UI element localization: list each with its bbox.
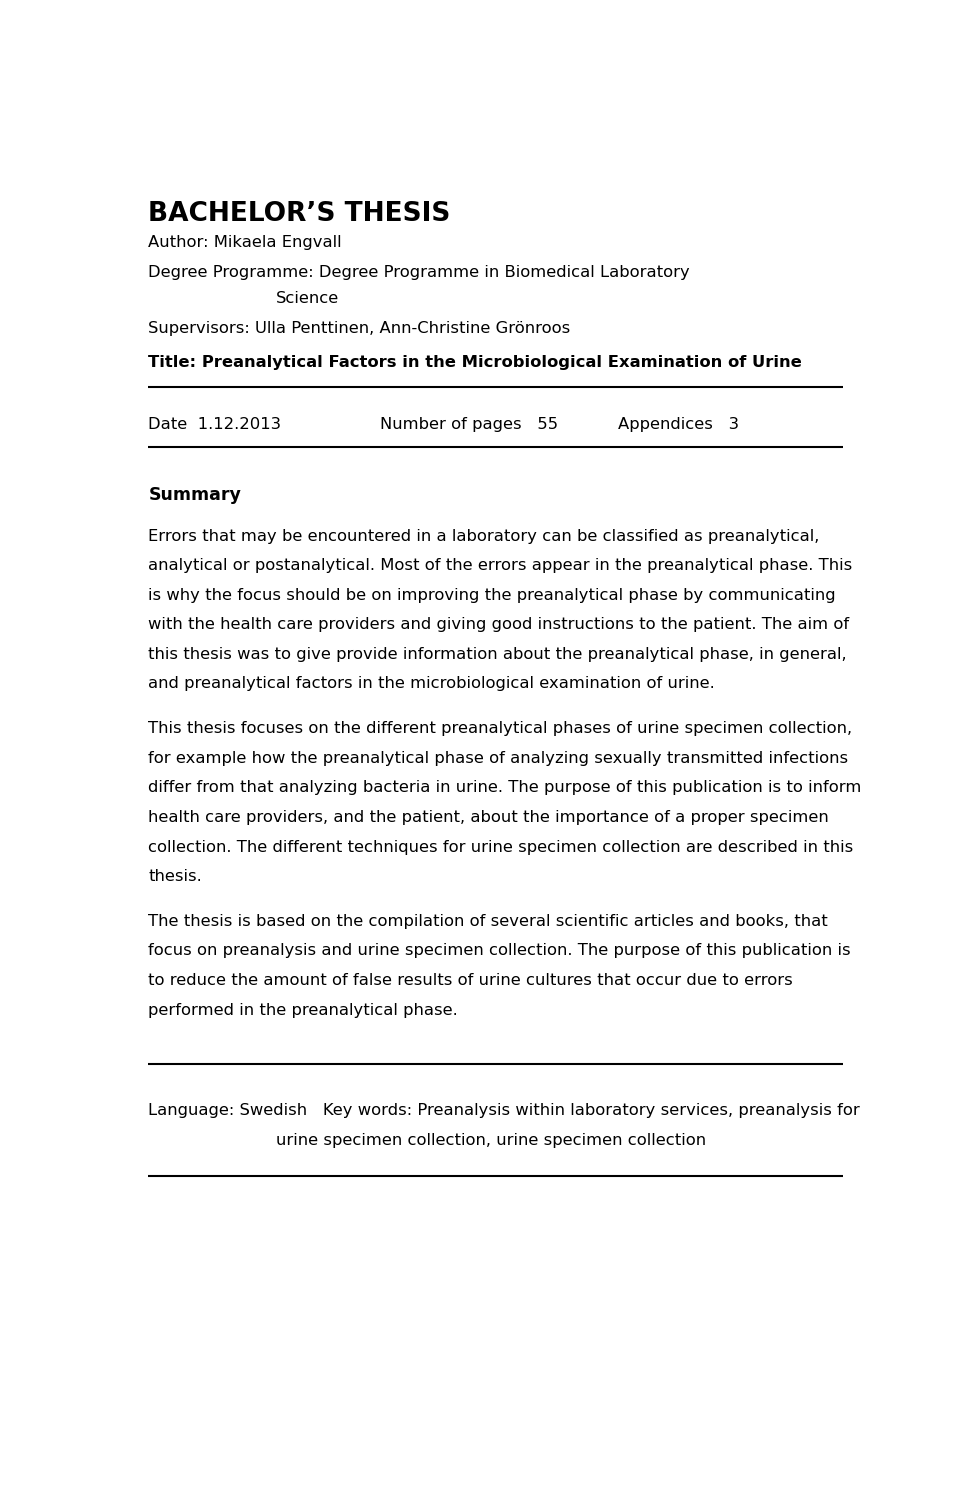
Text: Date  1.12.2013: Date 1.12.2013: [148, 418, 281, 433]
Text: BACHELOR’S THESIS: BACHELOR’S THESIS: [148, 201, 450, 227]
Text: Language: Swedish   Key words: Preanalysis within laboratory services, preanalys: Language: Swedish Key words: Preanalysis…: [148, 1103, 860, 1118]
Text: analytical or postanalytical. Most of the errors appear in the preanalytical pha: analytical or postanalytical. Most of th…: [148, 558, 852, 573]
Text: differ from that analyzing bacteria in urine. The purpose of this publication is: differ from that analyzing bacteria in u…: [148, 780, 862, 795]
Text: this thesis was to give provide information about the preanalytical phase, in ge: this thesis was to give provide informat…: [148, 646, 847, 661]
Text: and preanalytical factors in the microbiological examination of urine.: and preanalytical factors in the microbi…: [148, 676, 715, 691]
Text: Author: Mikaela Engvall: Author: Mikaela Engvall: [148, 236, 342, 251]
Text: for example how the preanalytical phase of analyzing sexually transmitted infect: for example how the preanalytical phase …: [148, 752, 849, 767]
Text: thesis.: thesis.: [148, 869, 202, 884]
Text: Degree Programme: Degree Programme in Biomedical Laboratory: Degree Programme: Degree Programme in Bi…: [148, 266, 690, 281]
Text: Science: Science: [276, 292, 340, 307]
Text: Number of pages   55: Number of pages 55: [380, 418, 559, 433]
Text: Title: Preanalytical Factors in the Microbiological Examination of Urine: Title: Preanalytical Factors in the Micr…: [148, 355, 802, 370]
Text: This thesis focuses on the different preanalytical phases of urine specimen coll: This thesis focuses on the different pre…: [148, 721, 852, 736]
Text: Appendices   3: Appendices 3: [618, 418, 739, 433]
Text: Errors that may be encountered in a laboratory can be classified as preanalytica: Errors that may be encountered in a labo…: [148, 529, 820, 544]
Text: The thesis is based on the compilation of several scientific articles and books,: The thesis is based on the compilation o…: [148, 914, 828, 929]
Text: to reduce the amount of false results of urine cultures that occur due to errors: to reduce the amount of false results of…: [148, 972, 793, 987]
Text: collection. The different techniques for urine specimen collection are described: collection. The different techniques for…: [148, 840, 853, 855]
Text: Supervisors: Ulla Penttinen, Ann-Christine Grönroos: Supervisors: Ulla Penttinen, Ann-Christi…: [148, 322, 570, 337]
Text: Summary: Summary: [148, 485, 241, 504]
Text: focus on preanalysis and urine specimen collection. The purpose of this publicat: focus on preanalysis and urine specimen …: [148, 944, 851, 959]
Text: urine specimen collection, urine specimen collection: urine specimen collection, urine specime…: [276, 1133, 707, 1148]
Text: health care providers, and the patient, about the importance of a proper specime: health care providers, and the patient, …: [148, 810, 829, 825]
Text: with the health care providers and giving good instructions to the patient. The : with the health care providers and givin…: [148, 618, 850, 633]
Text: is why the focus should be on improving the preanalytical phase by communicating: is why the focus should be on improving …: [148, 588, 836, 603]
Text: performed in the preanalytical phase.: performed in the preanalytical phase.: [148, 1003, 458, 1018]
